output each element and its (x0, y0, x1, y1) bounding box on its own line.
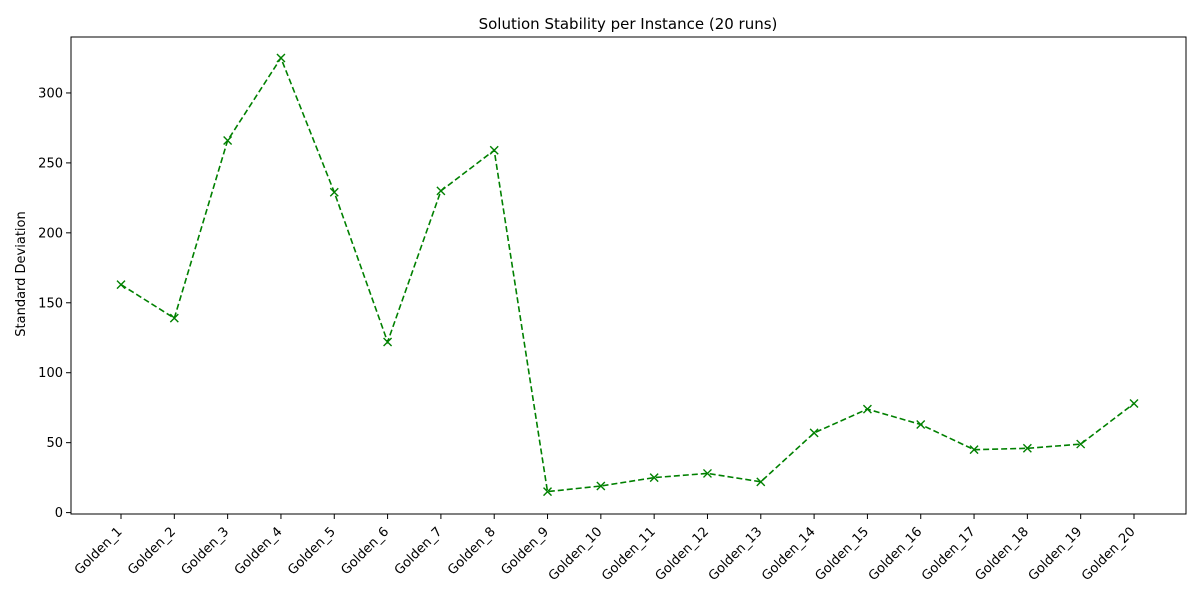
x-tick-label-13: Golden_13 (706, 524, 766, 584)
x-tick-label-15: Golden_15 (812, 524, 872, 584)
x-tick-label-4: Golden_4 (232, 524, 286, 578)
data-point-10 (596, 481, 606, 491)
chart-title: Solution Stability per Instance (20 runs… (479, 15, 778, 33)
x-tick-label-14: Golden_14 (759, 524, 819, 584)
y-tick-label-300: 300 (38, 86, 63, 101)
series-line (120, 56, 1135, 493)
data-point-15 (862, 404, 872, 414)
x-tick-label-9: Golden_9 (498, 524, 552, 578)
data-point-1 (116, 280, 126, 290)
data-point-9 (543, 487, 553, 497)
data-point-2 (169, 313, 179, 323)
x-tick-label-10: Golden_10 (546, 524, 606, 584)
x-tick-label-8: Golden_8 (445, 524, 499, 578)
data-point-4 (276, 53, 286, 63)
x-tick-label-11: Golden_11 (599, 524, 659, 584)
y-tick-label-150: 150 (38, 296, 63, 311)
x-tick-label-16: Golden_16 (866, 524, 926, 584)
data-point-8 (489, 145, 499, 155)
data-point-19 (1076, 439, 1086, 449)
x-tick-label-5: Golden_5 (285, 524, 339, 578)
x-tick-label-20: Golden_20 (1079, 524, 1139, 584)
data-point-16 (916, 419, 926, 429)
data-point-5 (329, 187, 339, 197)
data-point-11 (649, 473, 659, 483)
x-tick-label-6: Golden_6 (338, 524, 392, 578)
plot-frame (70, 36, 1187, 515)
data-point-7 (436, 186, 446, 196)
y-axis-label: Standard Deviation (14, 211, 29, 336)
y-tick-label-50: 50 (46, 436, 63, 451)
x-tick-label-12: Golden_12 (653, 524, 713, 584)
x-tick-label-2: Golden_2 (125, 524, 179, 578)
data-point-20 (1129, 398, 1139, 408)
x-tick-label-3: Golden_3 (179, 524, 233, 578)
x-tick-label-1: Golden_1 (72, 524, 126, 578)
data-point-14 (809, 428, 819, 438)
data-point-12 (702, 468, 712, 478)
data-point-17 (969, 445, 979, 455)
y-tick-label-250: 250 (38, 156, 63, 171)
y-tick-label-200: 200 (38, 226, 63, 241)
x-tick-label-18: Golden_18 (972, 524, 1032, 584)
data-point-13 (756, 477, 766, 487)
x-tick-label-7: Golden_7 (392, 524, 446, 578)
data-point-6 (383, 337, 393, 347)
y-tick-label-0: 0 (55, 506, 63, 521)
x-tick-label-17: Golden_17 (919, 524, 979, 584)
data-point-18 (1022, 443, 1032, 453)
x-tick-label-19: Golden_19 (1026, 524, 1086, 584)
data-point-3 (223, 136, 233, 146)
y-tick-label-100: 100 (38, 366, 63, 381)
